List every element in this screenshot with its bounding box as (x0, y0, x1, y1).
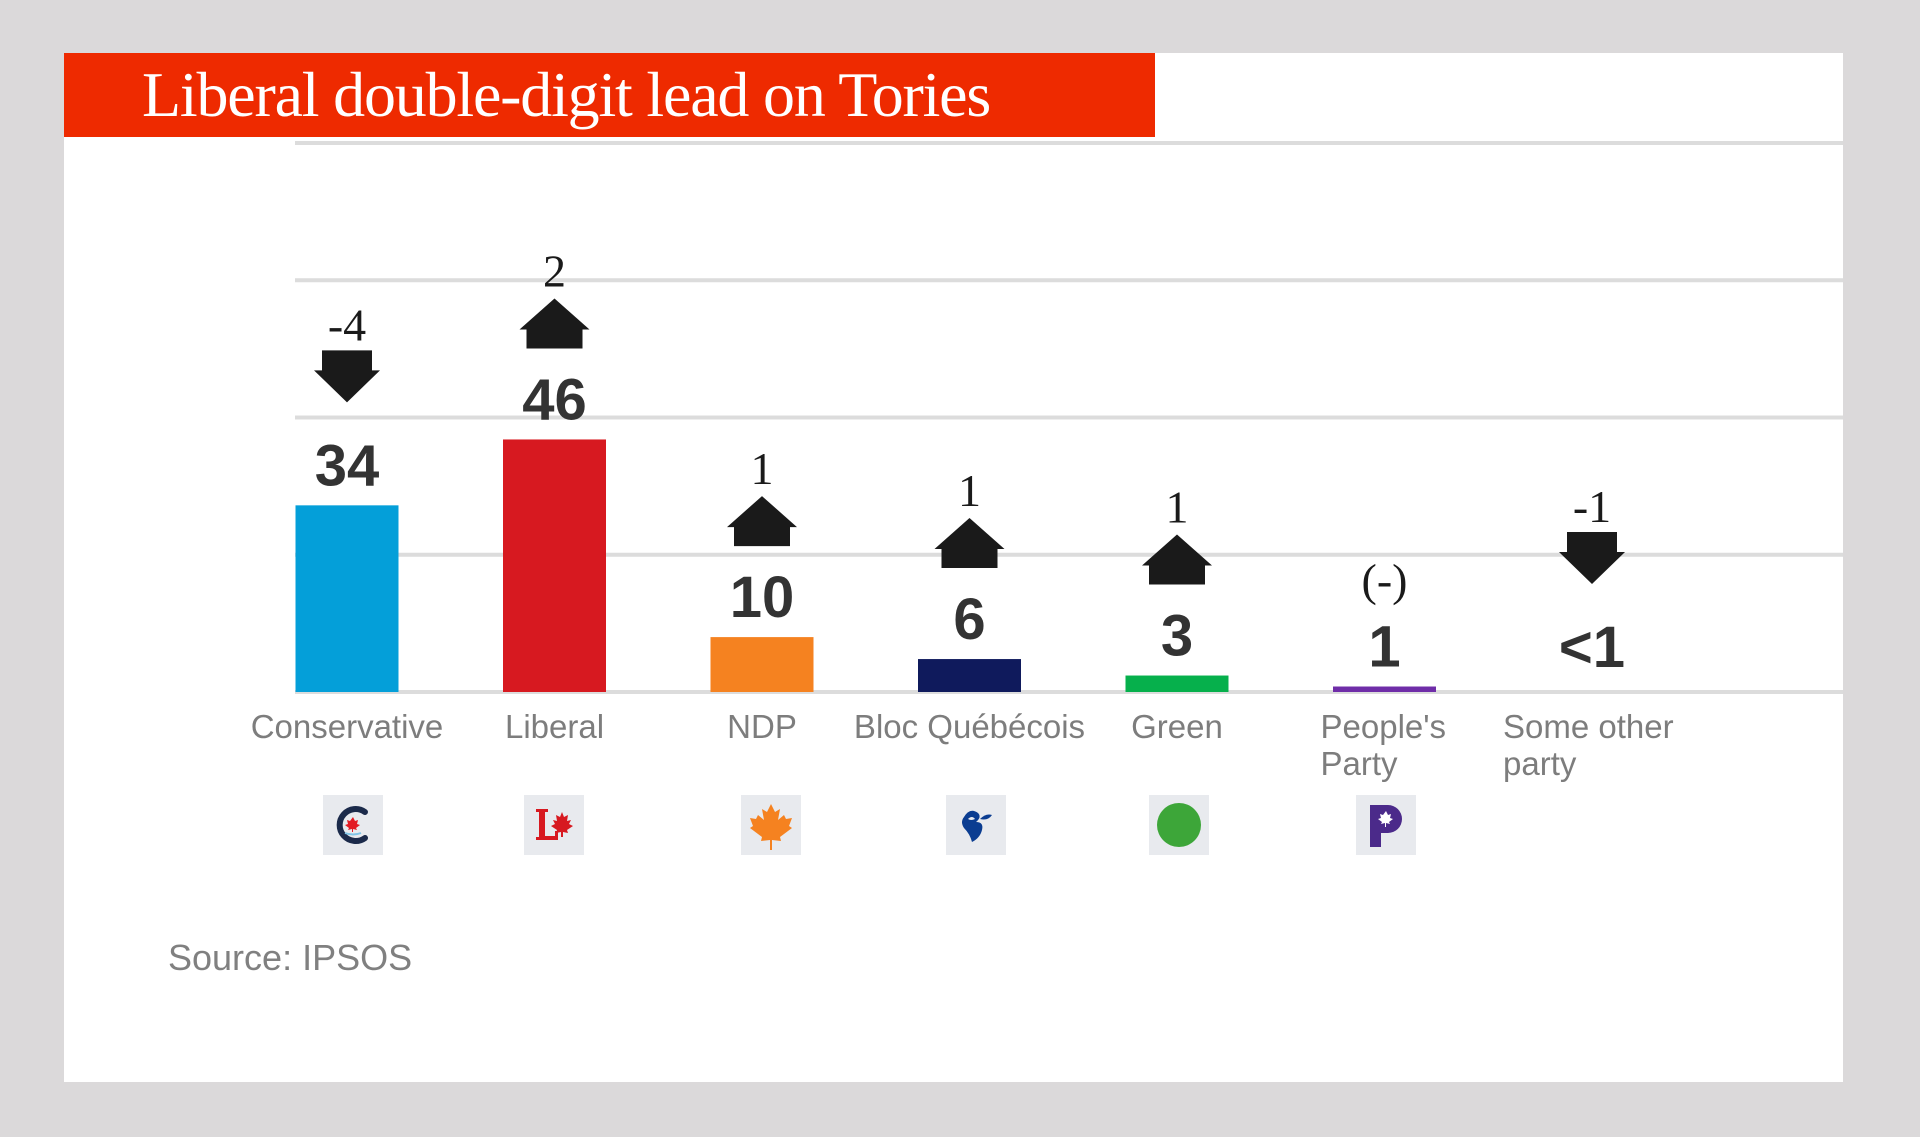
conservative-logo-icon (323, 795, 383, 855)
ppc-logo-icon (1356, 795, 1416, 855)
category-label: Liberal (505, 708, 604, 745)
category-label: Green (1131, 708, 1223, 745)
category-label-line: People's (1320, 708, 1447, 745)
arrow-down-icon (314, 350, 380, 403)
value-label: 46 (522, 367, 587, 432)
value-label: <1 (1559, 615, 1625, 680)
value-label: 6 (953, 587, 985, 652)
bars (295, 439, 1436, 692)
bar (503, 439, 606, 692)
bloc-logo-icon (946, 795, 1006, 855)
change-label: -4 (328, 299, 366, 350)
source-note: Source: IPSOS (168, 937, 413, 978)
category-label-line: Bloc Québécois (853, 708, 1086, 745)
value-label: 34 (315, 433, 380, 498)
category-label-line: Conservative (250, 708, 444, 745)
bar (918, 659, 1021, 692)
bar (1125, 675, 1229, 692)
value-label: 3 (1161, 604, 1193, 669)
change-label: -1 (1573, 481, 1611, 532)
green-circle-icon (1149, 795, 1209, 855)
liberal-logo-icon (524, 795, 584, 855)
value-label: 10 (730, 565, 795, 630)
arrow-up-icon (934, 518, 1005, 569)
category-label: Bloc Québécois (854, 708, 1085, 745)
category-label: Some other party (1503, 708, 1674, 782)
bar (1333, 686, 1436, 692)
arrow-up-icon (1142, 534, 1212, 585)
category-label-line: party (1503, 745, 1577, 782)
category-label: People's Party (1321, 708, 1447, 782)
category-label-line: Party (1320, 745, 1398, 782)
change-label: 1 (751, 443, 774, 494)
category-label-line: Liberal (504, 708, 605, 745)
category-label: NDP (727, 708, 797, 745)
change-arrows (314, 298, 1625, 585)
category-label: Conservative (251, 708, 444, 745)
change-label: 1 (1166, 482, 1189, 533)
value-label: 1 (1368, 615, 1400, 680)
ndp-maple-leaf-icon (741, 795, 801, 855)
chart-title: Liberal double-digit lead on Tories (142, 59, 991, 130)
change-labels: -4 2 1 1 1 (-) -1 (328, 245, 1611, 605)
bar (295, 505, 399, 692)
title-band (64, 53, 1155, 137)
change-label: 2 (543, 245, 566, 296)
arrow-down-icon (1559, 532, 1625, 584)
change-label: (-) (1362, 555, 1408, 606)
category-label-line: Some other (1503, 708, 1674, 745)
value-labels: 34 46 10 6 3 1 <1 (315, 367, 1625, 680)
change-label: 1 (958, 465, 981, 516)
bar (710, 637, 814, 692)
arrow-up-icon (727, 496, 797, 547)
arrow-up-icon (519, 298, 590, 349)
category-label-line: NDP (727, 708, 797, 745)
category-label-line: Green (1131, 708, 1223, 745)
